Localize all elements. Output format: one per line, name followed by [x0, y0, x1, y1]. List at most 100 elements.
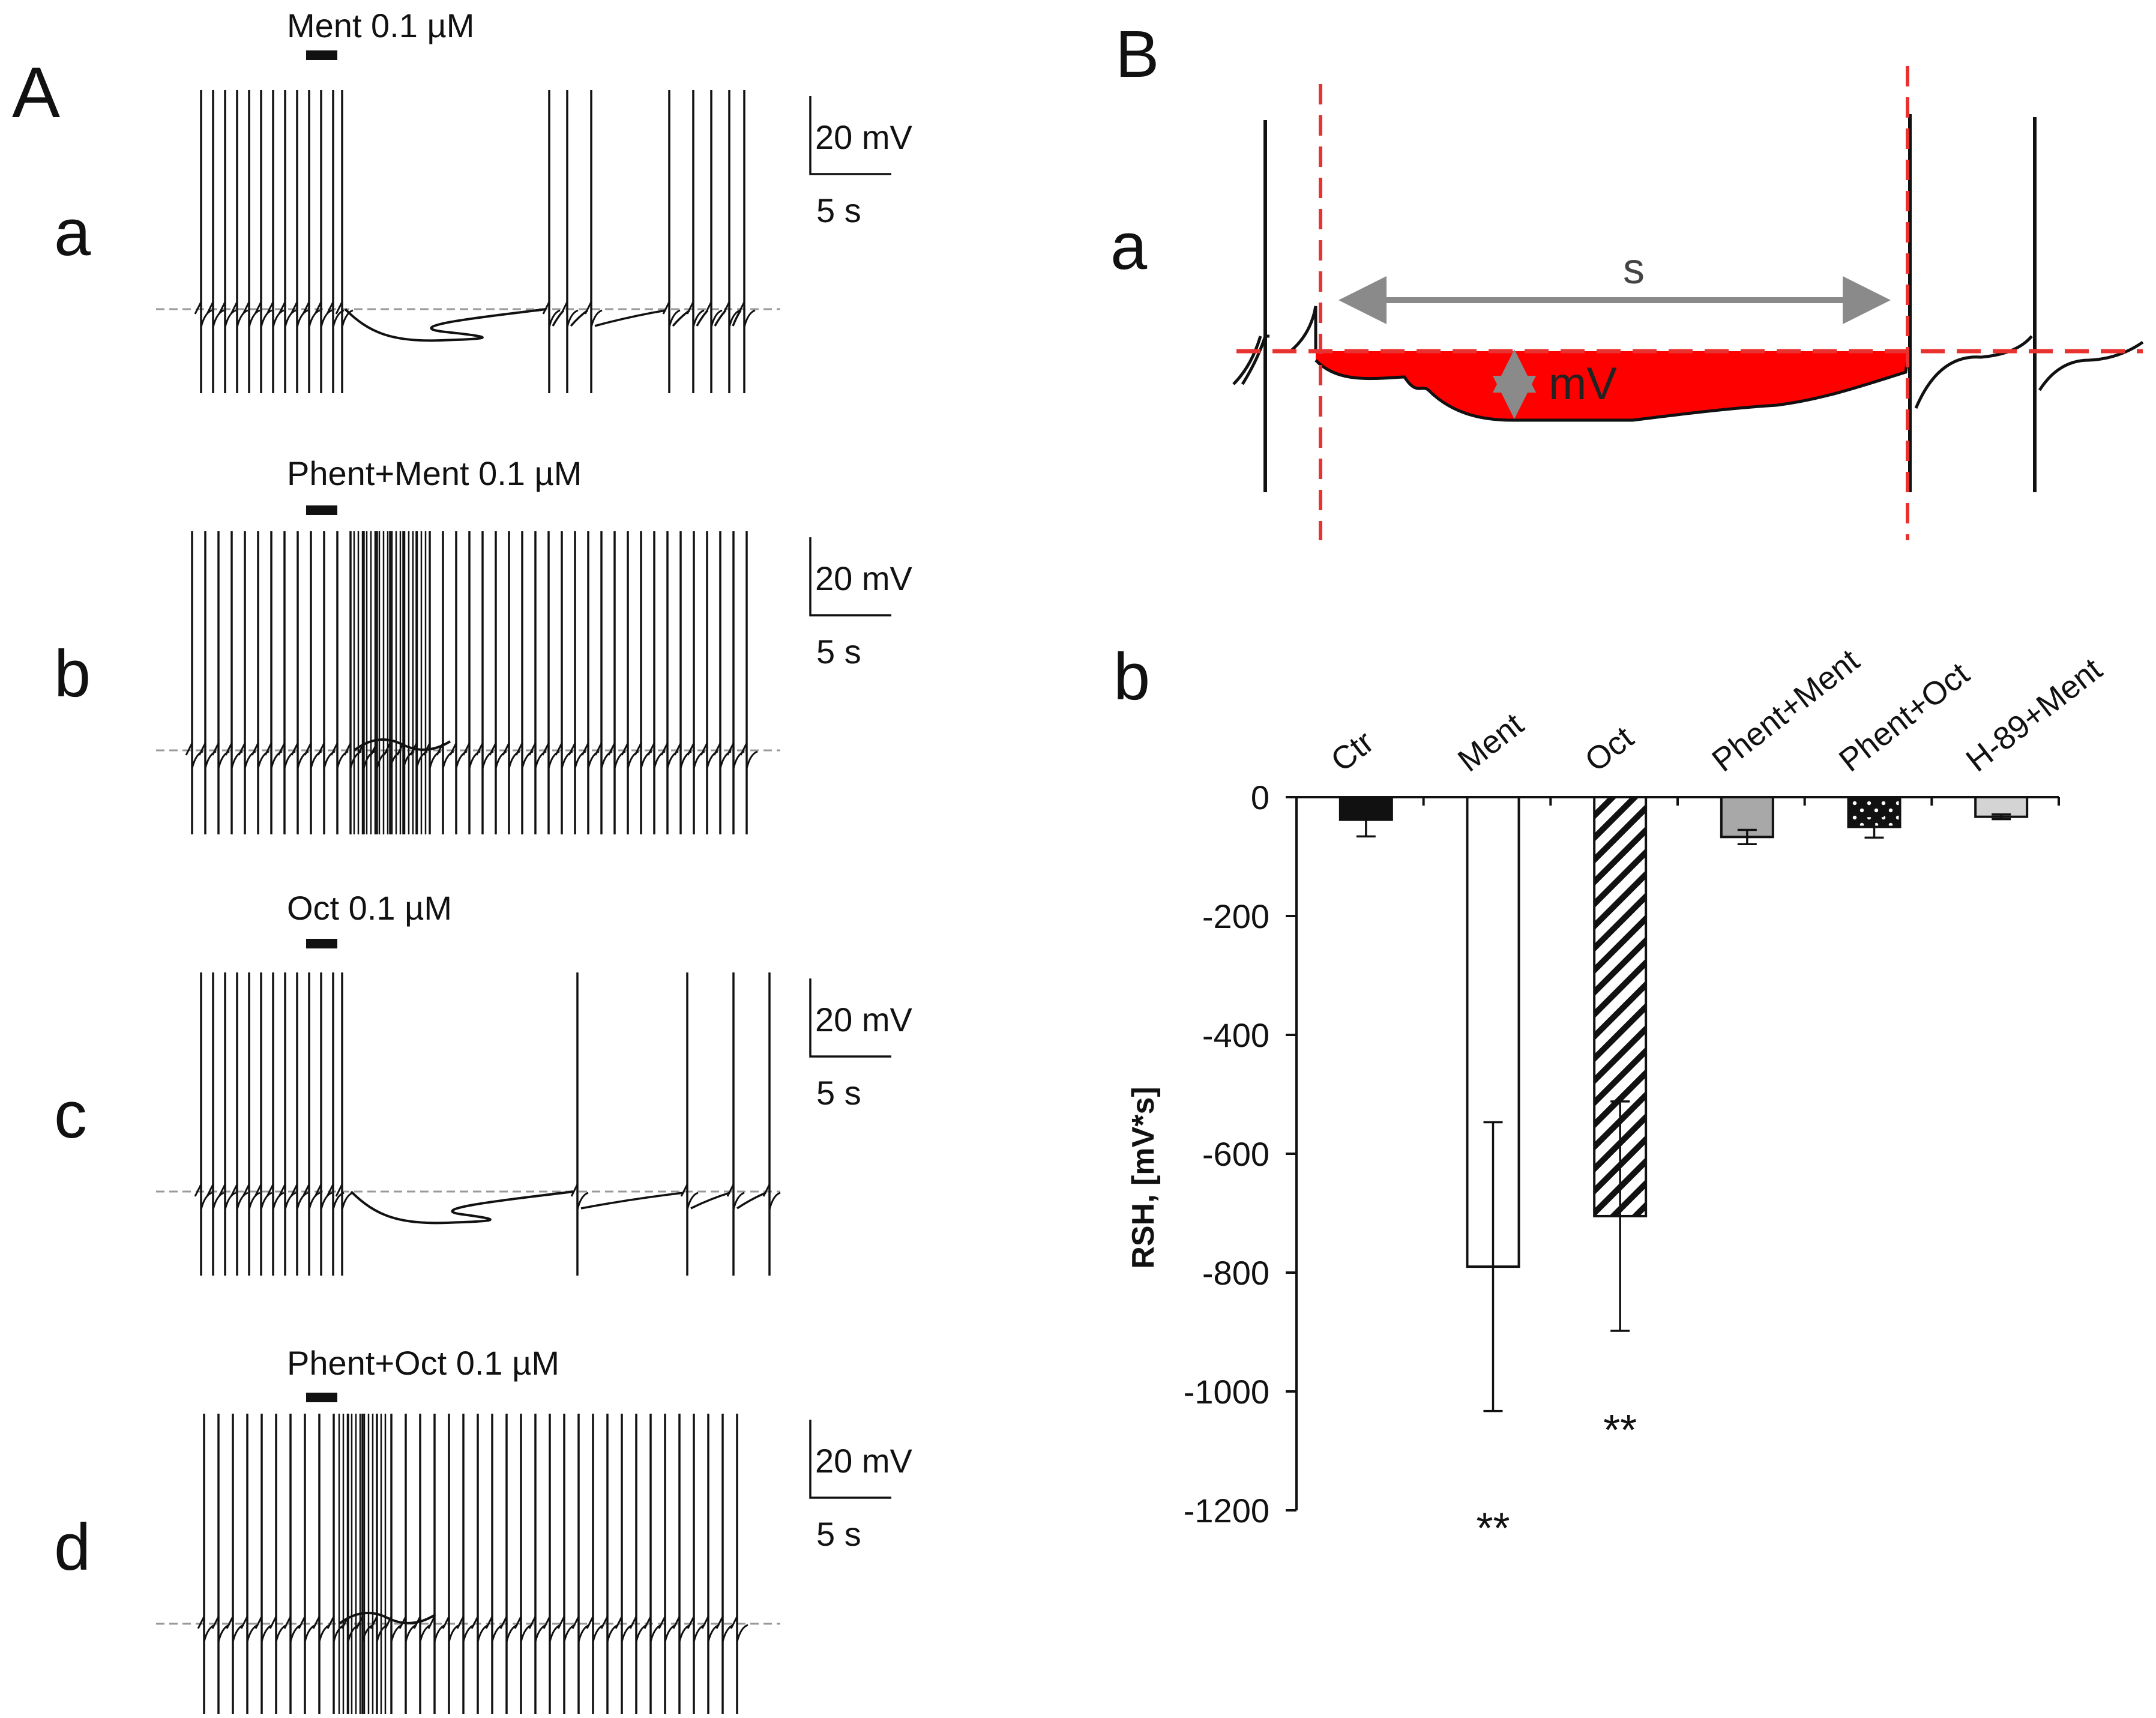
ap-waveform: [542, 301, 561, 328]
ap-waveform: [713, 743, 732, 769]
ap-waveform: [194, 301, 212, 328]
ap-waveform: [224, 743, 243, 769]
recovery-trace: [570, 309, 589, 327]
ap-waveform: [581, 743, 600, 769]
ap-waveform: [701, 1616, 720, 1642]
scale-mv-label: 20 mV: [815, 1442, 912, 1480]
ap-waveform: [269, 1616, 288, 1642]
trace-d: d Phent+Oct 0.1 µM 20 mV 5 s: [54, 1344, 912, 1714]
ap-waveform: [277, 743, 296, 769]
y-tick-label: -1200: [1184, 1492, 1269, 1530]
ap-waveform: [240, 1616, 259, 1642]
ap-waveform: [700, 743, 718, 769]
ap-waveform: [660, 743, 679, 769]
ap-waveform: [290, 301, 309, 328]
ap-waveform: [291, 743, 309, 769]
ap-waveform: [456, 1616, 475, 1642]
ap-waveform: [254, 1616, 273, 1642]
ap-waveform: [230, 1184, 248, 1210]
ap-waveform: [489, 743, 507, 769]
significance-marker: **: [1603, 1406, 1637, 1454]
ap-waveform: [266, 301, 285, 328]
ap-waveform: [185, 743, 203, 769]
ap-waveform: [528, 1616, 547, 1642]
ap-waveform: [218, 301, 236, 328]
ap-waveform: [211, 743, 230, 769]
ap-waveform: [442, 1616, 460, 1642]
ap-waveform: [502, 743, 520, 769]
ap-waveform: [242, 301, 260, 328]
ap-waveform: [242, 1184, 260, 1210]
ap-waveform: [302, 1184, 321, 1210]
recovery-trace: [552, 309, 565, 327]
scale-bar: [809, 978, 891, 1058]
significance-marker: **: [1476, 1505, 1510, 1553]
ap-waveform: [680, 1184, 699, 1210]
drug-label: Ment 0.1 µM: [287, 7, 474, 44]
scale-s-label: 5 s: [816, 633, 861, 671]
category-label: Ctr: [1324, 724, 1381, 779]
category-label: H-89+Ment: [1960, 651, 2109, 779]
application-bar: [306, 505, 337, 515]
recovery-trace: [696, 309, 709, 327]
scale-s-label: 5 s: [816, 191, 861, 229]
depth-label: mV: [1549, 358, 1617, 409]
ap-waveform: [615, 1616, 633, 1642]
ap-waveform: [254, 1184, 273, 1210]
ap-waveform: [226, 1616, 244, 1642]
ap-waveform: [726, 1184, 745, 1210]
ap-waveform: [673, 743, 692, 769]
burst-depolarization: [353, 738, 451, 752]
trace-b: b Phent+Ment 0.1 µM 20 mV 5 s: [54, 454, 912, 834]
ap-waveform: [557, 1616, 576, 1642]
scale-bar: [809, 537, 891, 616]
ap-waveform: [238, 743, 256, 769]
application-bar: [306, 50, 337, 60]
ap-waveform: [278, 301, 297, 328]
ap-waveform: [302, 301, 321, 328]
ap-waveform: [643, 1616, 662, 1642]
ap-waveform: [298, 1616, 316, 1642]
ap-waveform: [687, 1616, 705, 1642]
ap-waveform: [266, 1184, 285, 1210]
recovery-trace: [714, 309, 727, 327]
ap-waveform: [290, 1184, 309, 1210]
ap-waveform: [584, 301, 603, 328]
trace-row-label: d: [54, 1510, 91, 1584]
trace-row-label: b: [54, 637, 91, 711]
ap-waveform: [634, 743, 652, 769]
ap-waveform: [514, 1616, 532, 1642]
ap-waveform: [726, 743, 745, 769]
ap-waveform: [730, 1616, 748, 1642]
recovery-trace: [690, 1192, 730, 1210]
ap-waveform: [211, 1616, 230, 1642]
ap-waveform: [600, 1616, 619, 1642]
y-tick-label: -800: [1202, 1254, 1269, 1292]
membrane-trace: [1241, 120, 1911, 492]
ap-waveform: [687, 743, 705, 769]
y-tick-label: 0: [1251, 779, 1269, 816]
recovery-trace: [594, 309, 666, 327]
span-label: s: [1623, 245, 1645, 293]
ap-waveform: [737, 301, 756, 328]
ap-waveform: [568, 743, 586, 769]
ap-waveform: [206, 1184, 224, 1210]
ap-waveform: [515, 743, 534, 769]
ap-waveform: [621, 743, 639, 769]
scale-bar: [809, 1420, 891, 1499]
ap-waveform: [314, 301, 333, 328]
drug-label: Oct 0.1 µM: [287, 889, 452, 927]
trace-row-label: c: [54, 1078, 87, 1152]
ap-waveform: [230, 301, 248, 328]
scale-mv-label: 20 mV: [815, 1001, 912, 1038]
ap-waveform: [560, 301, 579, 328]
ap-waveform: [197, 1616, 215, 1642]
ap-waveform: [739, 743, 758, 769]
scale-s-label: 5 s: [816, 1515, 861, 1553]
rsh-area: [1316, 351, 1909, 420]
category-label: Oct: [1579, 719, 1640, 779]
ap-waveform: [543, 1616, 561, 1642]
ap-waveform: [449, 743, 468, 769]
application-bar: [306, 1393, 337, 1402]
recovery-trace: [1914, 335, 2144, 409]
